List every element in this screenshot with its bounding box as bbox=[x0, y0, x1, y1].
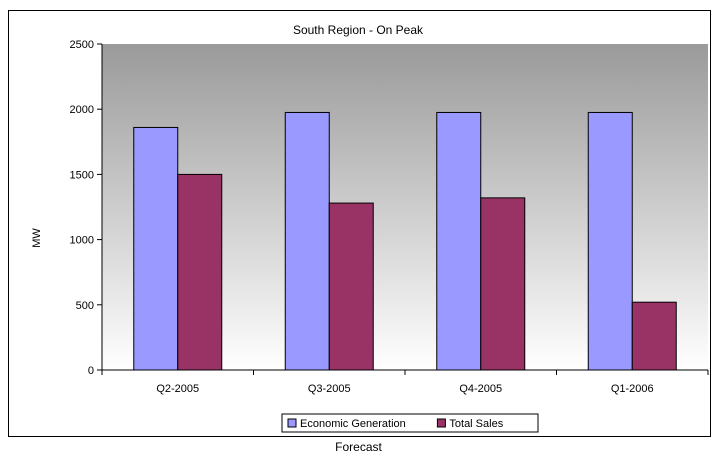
y-tick-label: 2000 bbox=[70, 104, 94, 116]
y-tick-label: 500 bbox=[76, 300, 94, 312]
y-tick-label: 0 bbox=[88, 365, 94, 377]
bar-economic-generation bbox=[284, 111, 330, 371]
legend-swatch bbox=[436, 418, 446, 428]
bar-economic-generation bbox=[587, 111, 633, 371]
bars-group bbox=[133, 111, 677, 371]
bar-economic-generation bbox=[133, 126, 179, 371]
legend: Economic Generation Total Sales bbox=[281, 413, 539, 433]
legend-label: Economic Generation bbox=[300, 418, 406, 430]
bar-total-sales bbox=[631, 301, 677, 371]
x-tick-label: Q3-2005 bbox=[308, 383, 351, 395]
y-axis-label: MW bbox=[31, 228, 43, 248]
axes-group: 0 500 1000 1500 2000 2500 Q2-2005 Q3-2005 Q4-200… bbox=[70, 39, 709, 395]
bar-total-sales bbox=[177, 173, 223, 371]
x-tick-label: Q4-2005 bbox=[459, 383, 502, 395]
bar-economic-generation bbox=[436, 111, 482, 371]
x-tick-label: Q2-2005 bbox=[156, 383, 199, 395]
bar-total-sales bbox=[480, 197, 526, 371]
y-tick-label: 1500 bbox=[70, 169, 94, 181]
x-tick-label: Q1-2006 bbox=[611, 383, 654, 395]
chart-caption: Forecast bbox=[335, 440, 382, 454]
legend-label: Total Sales bbox=[449, 418, 503, 430]
legend-swatch bbox=[287, 418, 297, 428]
y-tick-label: 2500 bbox=[70, 39, 94, 51]
y-tick-label: 1000 bbox=[70, 235, 94, 247]
bar-total-sales bbox=[328, 202, 374, 371]
chart-title: South Region - On Peak bbox=[293, 23, 424, 37]
legend-box bbox=[281, 413, 539, 433]
